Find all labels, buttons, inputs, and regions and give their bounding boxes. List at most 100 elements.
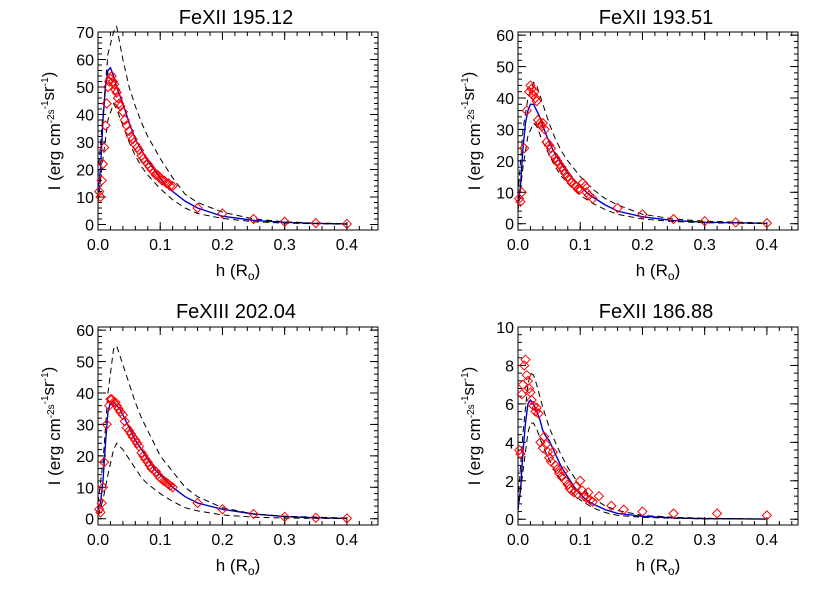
y-tick-label: 10 xyxy=(496,185,514,202)
observed-point xyxy=(531,402,542,413)
plot-marks xyxy=(94,25,353,230)
observed-point xyxy=(248,508,259,520)
model-dashed-lower-line xyxy=(97,442,347,520)
observed-point xyxy=(97,482,109,493)
panel-title: FeXII 193.51 xyxy=(599,7,714,29)
observed-point xyxy=(310,512,321,523)
y-tick-label: 30 xyxy=(496,122,514,139)
plot-marks xyxy=(514,80,773,229)
observed-point xyxy=(341,513,353,524)
observed-point xyxy=(167,482,178,493)
observed-point xyxy=(94,186,105,197)
observed-point xyxy=(547,446,559,458)
y-tick-label: 2 xyxy=(505,474,514,491)
observed-point xyxy=(572,183,583,195)
observed-point xyxy=(110,84,121,95)
x-tick-label: 0.3 xyxy=(694,237,716,254)
observed-point xyxy=(668,213,679,225)
observed-point xyxy=(533,408,544,419)
observed-point xyxy=(612,202,623,214)
observed-point xyxy=(117,409,129,421)
observed-point xyxy=(699,215,710,227)
observed-point xyxy=(525,80,536,91)
observed-point xyxy=(130,434,141,446)
observed-point xyxy=(558,465,569,477)
observed-point xyxy=(531,95,542,107)
observed-point xyxy=(95,191,106,203)
observed-point xyxy=(593,490,605,502)
y-tick-label: 0 xyxy=(505,217,514,234)
x-tick-label: 0.3 xyxy=(694,532,716,549)
panel-title: FeXII 195.12 xyxy=(179,7,294,29)
x-tick-label: 0.2 xyxy=(631,237,653,254)
model-dashed-lower-line xyxy=(517,422,767,520)
y-tick-label: 4 xyxy=(505,435,514,452)
observed-point xyxy=(99,142,110,153)
observed-point xyxy=(150,169,162,181)
observed-point xyxy=(514,444,525,456)
observed-point xyxy=(537,442,549,454)
plot-frame xyxy=(517,31,799,231)
observed-point xyxy=(560,475,571,486)
observed-point xyxy=(576,485,588,496)
model-dashed-upper-line xyxy=(517,81,767,224)
y-tick-label: 20 xyxy=(76,163,94,180)
observed-point xyxy=(528,400,539,412)
observed-point xyxy=(123,125,135,137)
observed-point xyxy=(575,183,586,195)
observed-point xyxy=(158,475,170,487)
observed-point xyxy=(97,158,109,170)
observed-point xyxy=(532,114,544,126)
observed-point xyxy=(606,500,617,511)
observed-point xyxy=(550,460,561,471)
observed-point xyxy=(248,213,259,225)
y-tick-label: 50 xyxy=(76,355,94,372)
observed-point xyxy=(515,448,526,460)
observed-point xyxy=(570,180,582,192)
y-tick-label: 40 xyxy=(76,108,94,125)
x-tick-label: 0.0 xyxy=(507,532,529,549)
model-solid-line xyxy=(97,66,347,225)
y-tick-label: 10 xyxy=(496,320,514,337)
observed-point xyxy=(192,202,203,214)
observed-point xyxy=(545,143,557,154)
y-tick-label: 8 xyxy=(505,358,514,375)
x-tick-label: 0.4 xyxy=(756,532,778,549)
observed-point xyxy=(519,360,530,371)
observed-point xyxy=(543,139,555,151)
observed-point xyxy=(96,497,107,509)
y-tick-label: 6 xyxy=(505,397,514,414)
observed-point xyxy=(101,98,112,109)
observed-point xyxy=(156,175,168,186)
y-tick-label: 40 xyxy=(76,386,94,403)
observed-point xyxy=(521,105,532,116)
observed-point xyxy=(115,101,126,112)
observed-point xyxy=(637,209,648,220)
panel-fexii-193: FeXII 193.51 0.0 0.1 0.2 0.3 0.4 0 10 20 30 40 50 6… xyxy=(459,7,799,283)
observed-point xyxy=(95,507,106,518)
observed-point xyxy=(112,92,124,104)
observed-point xyxy=(587,496,598,508)
observed-point xyxy=(107,76,119,87)
plot-marks xyxy=(514,354,773,521)
axes-ticks: 0.0 0.1 0.2 0.3 0.4 0 10 20 30 40 50 60 70 xyxy=(76,25,378,254)
observed-point xyxy=(142,456,153,468)
observed-point xyxy=(575,475,586,486)
panel-fexiii-202: FeXIII 202.04 0.0 0.1 0.2 0.3 0.4 0 10 20 30 40 50… xyxy=(39,301,379,578)
plot-frame xyxy=(517,326,799,526)
y-axis-label: I (erg cm-2s-1sr-1) xyxy=(459,72,484,191)
y-tick-label: 0 xyxy=(85,218,94,235)
observed-point xyxy=(138,153,149,164)
y-tick-label: 60 xyxy=(76,53,94,70)
observed-point xyxy=(514,193,525,204)
y-tick-label: 20 xyxy=(496,154,514,171)
observed-point xyxy=(119,416,130,427)
observed-point xyxy=(341,218,353,230)
observed-point xyxy=(100,120,111,131)
observed-point xyxy=(637,506,648,517)
observed-point xyxy=(111,87,122,98)
observed-point xyxy=(551,155,563,167)
observed-point xyxy=(125,131,137,142)
observed-point xyxy=(519,143,530,154)
